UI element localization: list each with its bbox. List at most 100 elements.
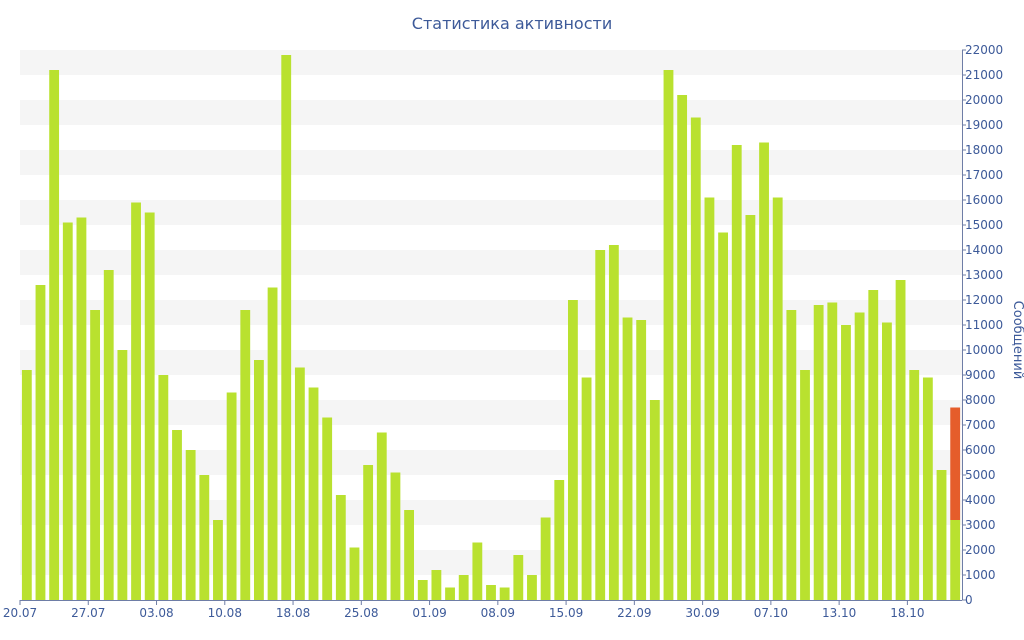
y-tick-label: 20000 (965, 93, 1003, 107)
bar (199, 475, 210, 600)
bar (431, 570, 442, 600)
y-tick-label: 7000 (965, 418, 996, 432)
x-tick-label: 08.09 (481, 606, 515, 620)
bar (62, 222, 73, 600)
bar (581, 377, 592, 600)
x-tick-label: 20.07 (3, 606, 37, 620)
bar (417, 580, 428, 600)
x-tick-label: 18.08 (276, 606, 310, 620)
bar (731, 145, 742, 600)
bar (608, 245, 619, 600)
bar (90, 310, 101, 600)
bar (472, 542, 483, 600)
y-tick-label: 9000 (965, 368, 996, 382)
bar (76, 217, 87, 600)
y-tick-label: 15000 (965, 218, 1003, 232)
bar (131, 202, 141, 600)
x-tick-label: 30.09 (685, 606, 719, 620)
bar (458, 575, 469, 600)
bar (690, 117, 701, 600)
x-tick-label: 10.08 (208, 606, 242, 620)
bar (677, 95, 688, 600)
y-tick-label: 16000 (965, 193, 1003, 207)
bar (486, 585, 496, 600)
bar (35, 285, 46, 600)
bar (376, 432, 387, 600)
y-tick-label: 1000 (965, 568, 996, 582)
bar (335, 495, 346, 600)
bar (854, 312, 865, 600)
bar (881, 322, 892, 600)
bar (595, 250, 606, 600)
y-tick-label: 3000 (965, 518, 996, 532)
bar (636, 320, 647, 600)
bar (213, 520, 223, 600)
bar (772, 197, 783, 600)
bar (404, 510, 415, 600)
bar (527, 575, 537, 600)
bar-series (21, 55, 961, 600)
bar (622, 317, 633, 600)
x-tick-label: 13.10 (822, 606, 856, 620)
bar (226, 392, 237, 600)
bar (267, 287, 278, 600)
y-tick-label: 12000 (965, 293, 1003, 307)
bar (745, 215, 756, 600)
bar (841, 325, 851, 600)
bar (363, 465, 374, 600)
bar (158, 375, 169, 600)
bar (240, 310, 251, 600)
y-tick-label: 11000 (965, 318, 1003, 332)
y-tick-label: 10000 (965, 343, 1003, 357)
x-axis: 20.07 27.07 03.08 10.08 18.08 25.08 01.09 08.09… (3, 600, 962, 620)
bar (759, 142, 769, 600)
y-tick-label: 18000 (965, 143, 1003, 157)
bar (895, 280, 906, 600)
bar (909, 370, 920, 600)
bar (445, 587, 455, 600)
x-tick-label: 15.09 (549, 606, 583, 620)
bar (567, 300, 578, 600)
bar (813, 305, 824, 600)
y-tick-label: 13000 (965, 268, 1003, 282)
bar (800, 370, 810, 600)
bar-highlight (950, 407, 961, 520)
y-tick-label: 4000 (965, 493, 996, 507)
bar (390, 472, 401, 600)
bar (936, 470, 947, 600)
x-tick-label: 03.08 (139, 606, 173, 620)
bar (117, 350, 128, 600)
bar (21, 370, 32, 600)
bar (308, 387, 319, 600)
bar (49, 70, 60, 600)
bar (827, 302, 838, 600)
y-tick-label: 19000 (965, 118, 1003, 132)
bar (172, 430, 182, 600)
bar (868, 290, 879, 600)
grid-band (20, 200, 962, 225)
bar (704, 197, 715, 600)
bar (144, 212, 155, 600)
x-tick-label: 01.09 (412, 606, 446, 620)
x-tick-label: 25.08 (344, 606, 378, 620)
y-tick-label: 14000 (965, 243, 1003, 257)
grid-band (20, 250, 962, 275)
x-tick-label: 07.10 (754, 606, 788, 620)
grid-band (20, 100, 962, 125)
y-tick-label: 21000 (965, 68, 1003, 82)
y-axis-label: Сообщений (1010, 301, 1024, 380)
y-tick-label: 17000 (965, 168, 1003, 182)
grid-band (20, 50, 962, 75)
bar (922, 377, 933, 600)
bar (554, 480, 565, 600)
bar (513, 555, 524, 600)
bar (499, 587, 510, 600)
bar (322, 417, 333, 600)
y-tick-label: 22000 (965, 43, 1003, 57)
x-tick-label: 27.07 (71, 606, 105, 620)
x-tick-label: 22.09 (617, 606, 651, 620)
bar (950, 520, 961, 600)
x-tick-label: 18.10 (890, 606, 924, 620)
